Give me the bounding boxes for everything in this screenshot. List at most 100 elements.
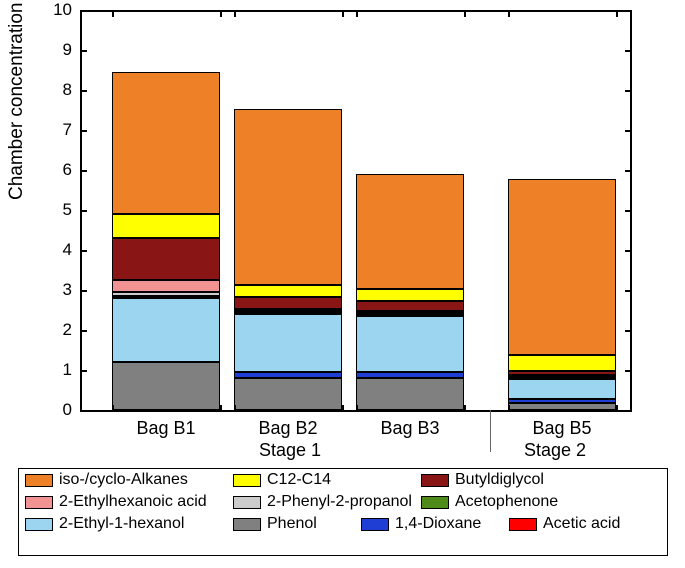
y-tick-label: 4 <box>42 240 72 260</box>
legend-item: 2-Ethylhexanoic acid <box>25 493 225 511</box>
x-tick-top <box>508 10 510 17</box>
y-tick-right <box>625 170 632 172</box>
bar-segment <box>112 292 220 296</box>
stage-label: Stage 1 <box>230 440 350 461</box>
y-tick-right <box>625 10 632 12</box>
legend-swatch <box>25 518 53 531</box>
y-tick <box>80 210 87 212</box>
y-tick <box>80 290 87 292</box>
y-tick-label: 5 <box>42 200 72 220</box>
x-tick-top <box>356 10 358 17</box>
bar-segment <box>234 285 342 297</box>
legend-label: Acetophenone <box>455 493 558 511</box>
y-tick-label: 1 <box>42 360 72 380</box>
bar-segment <box>356 378 464 410</box>
legend-label: C12-C14 <box>267 471 331 489</box>
x-tick <box>234 405 236 412</box>
y-tick-label: 6 <box>42 160 72 180</box>
bar-segment <box>356 174 464 289</box>
legend-swatch <box>233 518 261 531</box>
bar-segment <box>112 280 220 292</box>
legend-swatch <box>361 518 389 531</box>
bar-segment <box>112 214 220 238</box>
y-tick <box>80 170 87 172</box>
x-tick-top <box>616 10 618 17</box>
x-tick-label: Bag B2 <box>224 418 352 439</box>
y-tick-right <box>625 90 632 92</box>
legend-item: Butyldiglycol <box>421 471 591 489</box>
legend-item: 1,4-Dioxane <box>361 515 501 533</box>
y-tick <box>80 130 87 132</box>
legend-label: 2-Ethylhexanoic acid <box>59 493 207 511</box>
y-tick-label: 0 <box>42 400 72 420</box>
bar-segment <box>234 378 342 410</box>
legend: iso-/cyclo-Alkanes C12-C14 Butyldiglycol 2-… <box>18 468 668 556</box>
bar-segment <box>356 301 464 311</box>
legend-label: Phenol <box>267 515 317 533</box>
y-tick-label: 8 <box>42 80 72 100</box>
chart-container: Chamber concentration [mg/m³] iso-/cyclo… <box>0 0 685 568</box>
legend-item: 2-Phenyl-2-propanol <box>233 493 413 511</box>
x-tick-label: Bag B1 <box>102 418 230 439</box>
x-tick <box>112 405 114 412</box>
legend-swatch <box>25 474 53 487</box>
legend-label: iso-/cyclo-Alkanes <box>59 471 188 489</box>
x-tick-label: Bag B5 <box>498 418 626 439</box>
x-tick <box>356 405 358 412</box>
y-tick <box>80 10 87 12</box>
y-tick <box>80 90 87 92</box>
bar-segment <box>234 314 342 372</box>
y-tick-label: 3 <box>42 280 72 300</box>
y-tick-label: 9 <box>42 40 72 60</box>
y-tick-label: 2 <box>42 320 72 340</box>
legend-item: Acetophenone <box>421 493 591 511</box>
y-tick-right <box>625 250 632 252</box>
bar-segment <box>356 372 464 378</box>
bar-segment <box>508 371 616 375</box>
stage-label: Stage 2 <box>495 440 615 461</box>
bar-segment <box>234 109 342 285</box>
legend-swatch <box>509 518 537 531</box>
legend-swatch <box>233 496 261 509</box>
y-tick-right <box>625 370 632 372</box>
legend-swatch <box>421 496 449 509</box>
y-tick-right <box>625 290 632 292</box>
bar-segment <box>112 238 220 280</box>
y-tick-right <box>625 50 632 52</box>
y-tick <box>80 250 87 252</box>
bar-segment <box>356 311 464 313</box>
legend-label: Butyldiglycol <box>455 471 544 489</box>
bar-segment <box>234 309 342 311</box>
bar-segment <box>508 403 616 410</box>
bar-segment <box>112 298 220 362</box>
x-tick-top <box>112 10 114 17</box>
y-tick-label: 10 <box>42 0 72 20</box>
legend-label: 2-Phenyl-2-propanol <box>267 493 412 511</box>
legend-row: iso-/cyclo-Alkanes C12-C14 Butyldiglycol <box>19 469 667 491</box>
legend-row: 2-Ethylhexanoic acid 2-Phenyl-2-propanol A… <box>19 491 667 513</box>
x-tick-top <box>342 10 344 17</box>
y-tick <box>80 50 87 52</box>
legend-item: 2-Ethyl-1-hexanol <box>25 515 225 533</box>
bar-segment <box>112 296 220 298</box>
y-tick <box>80 370 87 372</box>
bar-segment <box>234 372 342 378</box>
bar-segment <box>112 72 220 214</box>
y-tick-right <box>625 210 632 212</box>
bar-segment <box>508 355 616 371</box>
bar-segment <box>356 289 464 301</box>
x-tick-top <box>464 10 466 17</box>
y-tick-right <box>625 410 632 412</box>
y-tick-right <box>625 130 632 132</box>
stage-divider <box>490 410 491 452</box>
legend-swatch <box>233 474 261 487</box>
x-tick-label: Bag B3 <box>346 418 474 439</box>
y-tick-label: 7 <box>42 120 72 140</box>
x-tick <box>220 405 222 412</box>
bar-segment <box>356 316 464 372</box>
x-tick <box>508 405 510 412</box>
bar-segment <box>508 399 616 403</box>
bar-segment <box>508 379 616 399</box>
bar-segment <box>112 362 220 410</box>
x-tick <box>342 405 344 412</box>
